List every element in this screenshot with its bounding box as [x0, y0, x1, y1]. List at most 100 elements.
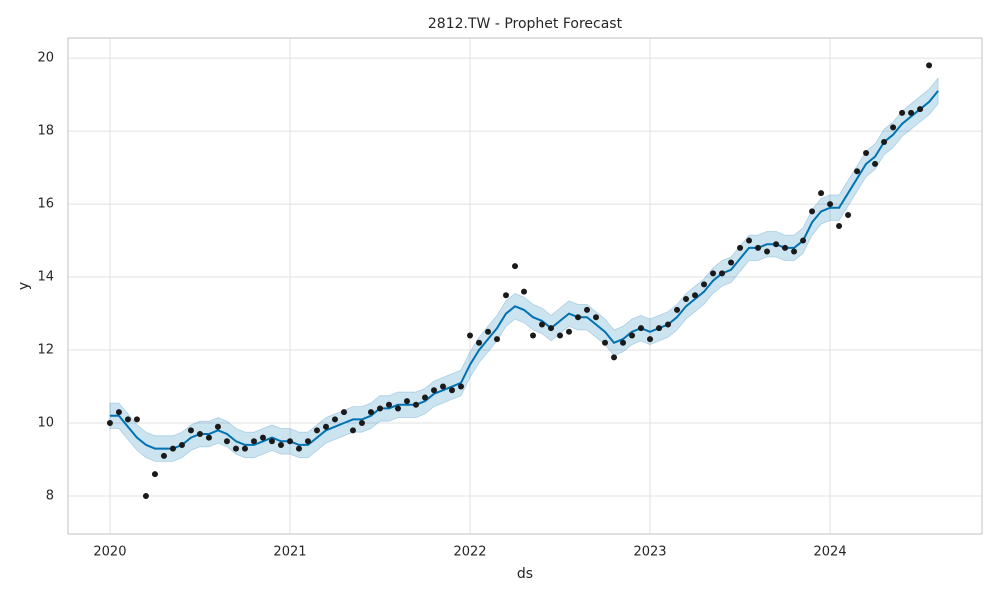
observed-point [602, 339, 609, 346]
uncertainty-band [109, 76, 939, 462]
observed-point [656, 325, 663, 332]
observed-point [214, 423, 221, 430]
observed-point [196, 430, 203, 437]
observed-point [124, 416, 131, 423]
y-tick-label: 12 [37, 343, 54, 358]
x-tick-label: 2023 [633, 545, 666, 560]
observed-point [448, 387, 455, 394]
observed-point [719, 270, 726, 277]
observed-point [476, 339, 483, 346]
observed-point [250, 438, 257, 445]
observed-point [818, 190, 825, 197]
observed-point [142, 493, 149, 500]
observed-point [412, 401, 419, 408]
observed-point [593, 314, 600, 321]
observed-point [521, 288, 528, 295]
plot-area [68, 38, 982, 534]
observed-point [692, 292, 699, 299]
observed-point [755, 244, 762, 251]
observed-point [376, 405, 383, 412]
observed-point [367, 409, 374, 416]
observed-point [151, 471, 158, 478]
observed-point [106, 420, 113, 427]
observed-point [665, 321, 672, 328]
observed-point [232, 445, 239, 452]
plot-border [67, 37, 983, 535]
observed-point [917, 106, 924, 113]
x-tick-label: 2020 [93, 545, 126, 560]
observed-point [629, 332, 636, 339]
y-tick-label: 10 [37, 416, 54, 431]
observed-point [458, 383, 465, 390]
observed-point [773, 241, 780, 248]
observed-point [647, 336, 654, 343]
observed-point [178, 441, 185, 448]
observed-point [728, 259, 735, 266]
observed-point [133, 416, 140, 423]
observed-point [205, 434, 212, 441]
x-tick-label: 2024 [814, 545, 847, 560]
observed-point [421, 394, 428, 401]
observed-point [340, 409, 347, 416]
observed-point [881, 139, 888, 146]
x-axis-label: ds [517, 566, 533, 582]
observed-point [584, 306, 591, 313]
observed-point [304, 438, 311, 445]
observed-point [566, 328, 573, 335]
observed-point [169, 445, 176, 452]
observed-point [809, 208, 816, 215]
observed-point [836, 222, 843, 229]
observed-point [503, 292, 510, 299]
observed-point [268, 438, 275, 445]
observed-point [827, 201, 834, 208]
observed-point [890, 124, 897, 131]
observed-point [854, 168, 861, 175]
observed-point [331, 416, 338, 423]
observed-point [277, 441, 284, 448]
observed-point [674, 306, 681, 313]
observed-point [403, 398, 410, 405]
x-tick-label: 2022 [453, 545, 486, 560]
observed-point [791, 248, 798, 255]
observed-point [494, 336, 501, 343]
observed-point [926, 62, 933, 69]
observed-point [548, 325, 555, 332]
observed-point [845, 212, 852, 219]
observed-point [394, 405, 401, 412]
observed-point [385, 401, 392, 408]
observed-point [187, 427, 194, 434]
y-tick-label: 14 [37, 270, 54, 285]
observed-point [638, 325, 645, 332]
observed-point [539, 321, 546, 328]
observed-point [575, 314, 582, 321]
observed-point [611, 354, 618, 361]
observed-point [737, 244, 744, 251]
observed-point [295, 445, 302, 452]
forecast-line [109, 90, 939, 450]
observed-point [683, 295, 690, 302]
observed-point [349, 427, 356, 434]
observed-point [439, 383, 446, 390]
observed-point [430, 387, 437, 394]
y-tick-label: 18 [37, 124, 54, 139]
observed-point [467, 332, 474, 339]
y-axis-label: y [16, 282, 32, 290]
observed-point [557, 332, 564, 339]
observed-point [908, 109, 915, 116]
observed-point [530, 332, 537, 339]
observed-point [872, 160, 879, 167]
observed-point [259, 434, 266, 441]
observed-point [863, 149, 870, 156]
observed-point [241, 445, 248, 452]
observed-point [313, 427, 320, 434]
y-tick-label: 8 [46, 489, 54, 504]
observed-point [800, 237, 807, 244]
observed-point [286, 438, 293, 445]
chart-title: 2812.TW - Prophet Forecast [428, 16, 623, 32]
observed-point [322, 423, 329, 430]
observed-point [620, 339, 627, 346]
observed-point [701, 281, 708, 288]
observed-point [115, 409, 122, 416]
observed-point [160, 452, 167, 459]
